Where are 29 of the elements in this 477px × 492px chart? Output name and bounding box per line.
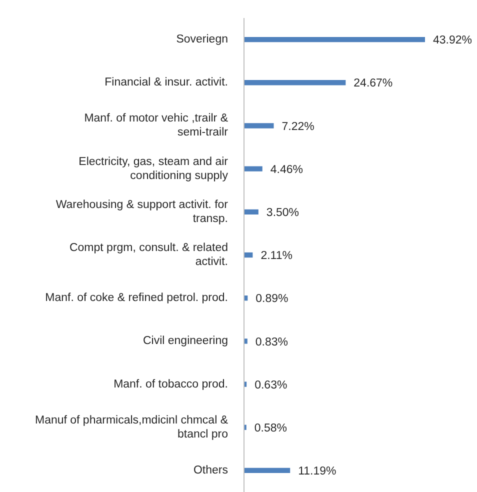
bar bbox=[244, 123, 274, 128]
y-tick-label: Warehousing & support activit. for transp. bbox=[56, 198, 228, 225]
y-tick-label: Civil engineering bbox=[142, 335, 228, 348]
data-label: 0.58% bbox=[254, 422, 287, 434]
y-tick-label: Manf. of coke & refined petrol. prod. bbox=[45, 292, 228, 304]
bar bbox=[244, 338, 248, 344]
y-tick-label: Others bbox=[193, 464, 228, 476]
data-label: 43.92% bbox=[433, 34, 472, 47]
data-label: 4.46% bbox=[270, 164, 303, 176]
y-tick-label: Compt prgm, consult. & related activit. bbox=[69, 242, 228, 268]
y-tick-label: Financial & insur. activit. bbox=[104, 76, 228, 89]
data-label: 24.67% bbox=[354, 78, 393, 90]
y-tick-label: Manf. of tobacco prod. bbox=[114, 378, 228, 390]
y-tick-label: Manuf of pharmicals,mdicinl chmcal & btancl pro bbox=[34, 414, 228, 440]
data-label: 2.11% bbox=[260, 250, 292, 262]
bar bbox=[244, 166, 262, 172]
data-label: 0.63% bbox=[254, 379, 288, 392]
data-label: 0.89% bbox=[256, 293, 288, 306]
bar bbox=[244, 468, 290, 474]
data-label: 0.83% bbox=[255, 336, 288, 348]
y-tick-label: Electricity, gas, steam and air conditioning supply bbox=[78, 156, 228, 182]
y-tick-label: Manf. of motor vehic ,trailr & semi-trailr bbox=[84, 112, 228, 139]
y-tick-label: Soveriegn bbox=[176, 34, 228, 46]
bar bbox=[244, 36, 425, 42]
bar bbox=[244, 209, 258, 214]
data-label: 7.22% bbox=[282, 120, 314, 133]
bar bbox=[244, 80, 346, 86]
data-label: 11.19% bbox=[298, 466, 336, 478]
data-label: 3.50% bbox=[266, 206, 300, 219]
